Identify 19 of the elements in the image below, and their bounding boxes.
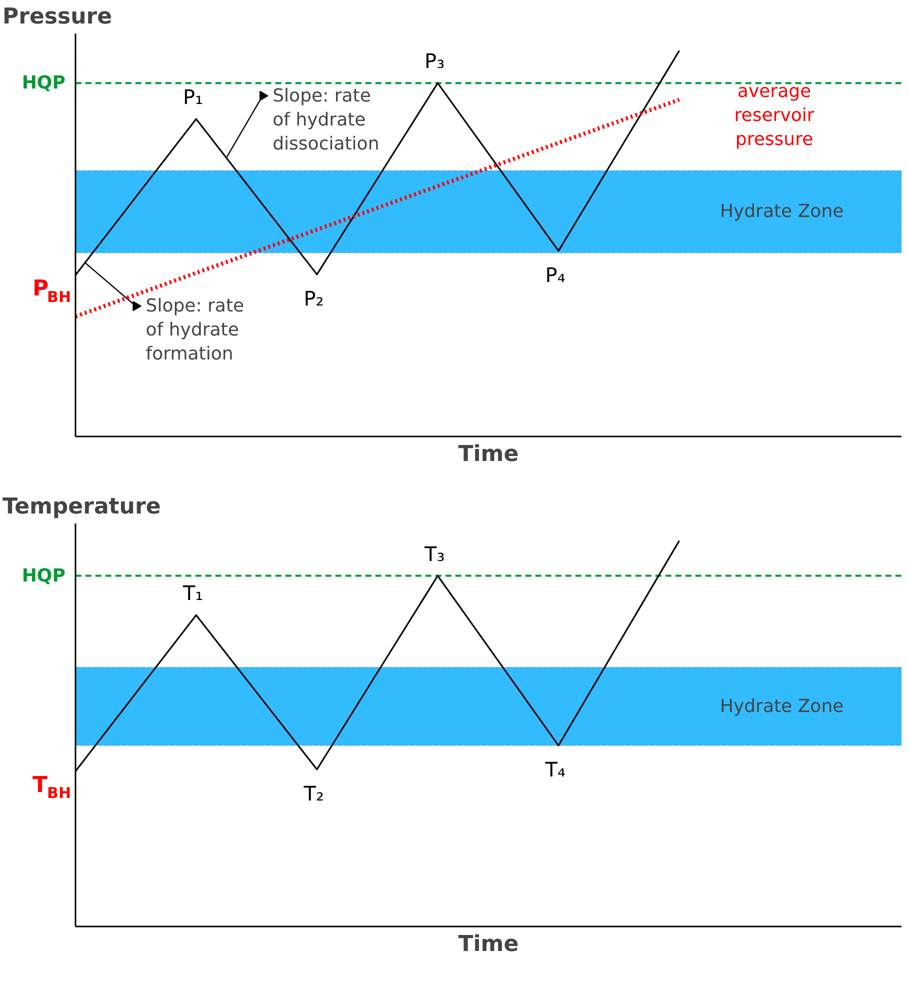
annotation: T₃ xyxy=(424,542,445,566)
annotation: P₃ xyxy=(424,49,445,74)
annotation: P₄ xyxy=(545,262,566,287)
annotation: P₁ xyxy=(182,84,204,109)
annotation: Slope: rate of hydrate formation xyxy=(146,296,244,365)
band-label: Hydrate Zone xyxy=(720,201,844,222)
ref-line-label: HQP xyxy=(22,72,66,94)
x-axis-title: Time xyxy=(458,442,519,467)
text: average reservoir pressure xyxy=(734,81,815,150)
y-axis-title: Temperature xyxy=(2,494,161,520)
annotation: T₁ xyxy=(182,581,204,606)
annotation: Slope: rate of hydrate dissociation xyxy=(272,85,380,154)
annotation: P₂ xyxy=(304,286,324,310)
band-label: Hydrate Zone xyxy=(720,696,844,717)
annotation: T₂ xyxy=(302,781,324,806)
annotation: T₄ xyxy=(544,758,566,782)
x-axis-title: Time xyxy=(458,932,519,957)
ref-line-label: HQP xyxy=(22,565,66,586)
y-axis-title: Pressure xyxy=(2,4,112,30)
